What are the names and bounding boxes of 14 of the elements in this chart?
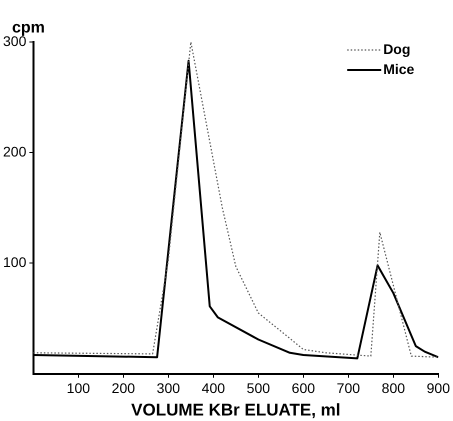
x-tick-label: 200 <box>112 380 136 396</box>
x-tick-label: 400 <box>202 380 226 396</box>
y-tick-label: 200 <box>3 143 27 160</box>
x-tick-label: 100 <box>66 380 90 396</box>
x-axis-title: VOLUME KBr ELUATE, ml <box>131 400 341 420</box>
x-tick-label: 700 <box>336 380 360 396</box>
legend-label: Mice <box>383 60 415 77</box>
x-tick-label: 900 <box>426 380 450 396</box>
x-tick-label: 800 <box>382 380 406 396</box>
legend-label: Dog <box>383 40 410 57</box>
x-tick-label: 600 <box>292 380 316 396</box>
y-tick-label: 100 <box>3 254 27 270</box>
x-tick-label: 500 <box>246 380 270 396</box>
x-tick-label: 300 <box>156 380 180 396</box>
